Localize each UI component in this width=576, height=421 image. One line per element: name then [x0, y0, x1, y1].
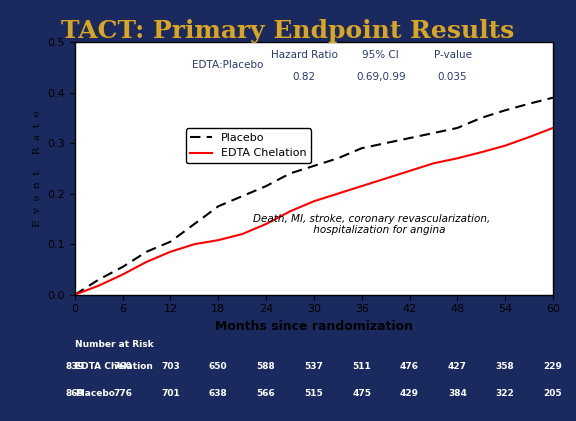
Text: 776: 776 [113, 389, 132, 398]
Text: Placebo: Placebo [75, 389, 115, 398]
Legend: Placebo, EDTA Chelation: Placebo, EDTA Chelation [185, 128, 311, 163]
Text: 869: 869 [66, 389, 84, 398]
Text: 703: 703 [161, 362, 180, 371]
Text: 701: 701 [161, 389, 180, 398]
X-axis label: Months since randomization: Months since randomization [215, 320, 413, 333]
Text: 384: 384 [448, 389, 467, 398]
Text: 0.69,0.99: 0.69,0.99 [356, 72, 406, 83]
Text: 427: 427 [448, 362, 467, 371]
Text: 475: 475 [353, 389, 371, 398]
Text: P-value: P-value [434, 50, 472, 60]
Text: EDTA Chelation: EDTA Chelation [75, 362, 153, 371]
Text: 322: 322 [496, 389, 514, 398]
Text: 229: 229 [544, 362, 562, 371]
Text: 0.035: 0.035 [438, 72, 467, 83]
Text: Death, MI, stroke, coronary revascularization,
     hospitalization for angina: Death, MI, stroke, coronary revasculariz… [253, 214, 490, 235]
Text: Number at Risk: Number at Risk [75, 340, 154, 349]
Text: 588: 588 [257, 362, 275, 371]
Text: 95% CI: 95% CI [362, 50, 399, 60]
Text: 638: 638 [209, 389, 228, 398]
Text: 511: 511 [353, 362, 371, 371]
Text: 760: 760 [113, 362, 132, 371]
Text: 839: 839 [66, 362, 84, 371]
Text: 515: 515 [305, 389, 323, 398]
Text: 358: 358 [496, 362, 514, 371]
Text: 566: 566 [257, 389, 275, 398]
Text: Hazard Ratio: Hazard Ratio [271, 50, 338, 60]
Text: 429: 429 [400, 389, 419, 398]
Text: 476: 476 [400, 362, 419, 371]
Text: 205: 205 [544, 389, 562, 398]
Text: EDTA:Placebo: EDTA:Placebo [192, 60, 264, 70]
Text: 537: 537 [305, 362, 323, 371]
Y-axis label: E  v  e  n  t     R  a  t  e: E v e n t R a t e [33, 110, 42, 226]
Text: 0.82: 0.82 [293, 72, 316, 83]
Text: 650: 650 [209, 362, 228, 371]
Text: TACT: Primary Endpoint Results: TACT: Primary Endpoint Results [62, 19, 514, 43]
